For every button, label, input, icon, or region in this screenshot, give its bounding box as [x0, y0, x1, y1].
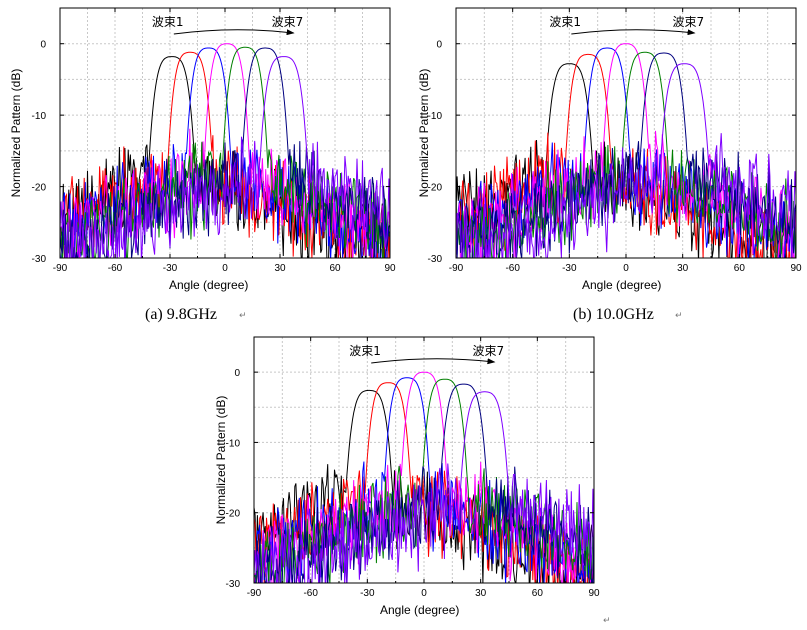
y-axis-label: Normalized Pattern (dB) — [417, 69, 431, 198]
y-tick-label: -10 — [428, 111, 443, 122]
x-tick-label: 90 — [588, 588, 600, 599]
x-tick-label: 0 — [421, 588, 427, 599]
x-axis-label: Angle (degree) — [582, 278, 661, 292]
beam-3-curve — [255, 377, 594, 583]
x-tick-label: -90 — [247, 588, 262, 599]
beam-5-curve — [254, 378, 594, 583]
y-tick-label: -30 — [32, 254, 47, 265]
y-tick-label: -20 — [428, 183, 443, 194]
x-tick-label: -60 — [303, 588, 318, 599]
x-tick-label: 0 — [222, 263, 228, 274]
caption-a-mark: ↵ — [239, 311, 247, 321]
x-tick-label: -30 — [163, 263, 178, 274]
beam-7-curve — [456, 63, 796, 258]
y-tick-label: 0 — [436, 40, 442, 51]
x-tick-label: -90 — [53, 263, 68, 274]
caption-a: (a) 9.8GHz — [145, 306, 217, 323]
beam-6-curve — [254, 383, 594, 583]
x-tick-label: -90 — [449, 263, 464, 274]
y-tick-label: -10 — [32, 111, 47, 122]
beam-last-label: 波束7 — [673, 15, 705, 29]
x-tick-label: -30 — [562, 263, 577, 274]
x-tick-label: 60 — [734, 263, 746, 274]
x-tick-label: 60 — [329, 263, 341, 274]
x-tick-label: 90 — [384, 263, 396, 274]
x-tick-label: 30 — [475, 588, 487, 599]
beam-2-curve — [254, 382, 594, 583]
y-tick-label: -20 — [226, 509, 241, 520]
y-tick-label: -10 — [226, 438, 241, 449]
y-tick-label: -20 — [32, 183, 47, 194]
panel-c: -90 -60 -30 0 30 60 90 0 -10 -20 -30 Angle (degree)… — [214, 336, 600, 617]
x-tick-label: 30 — [274, 263, 286, 274]
series-group — [456, 43, 796, 258]
y-tick-label: -30 — [428, 254, 443, 265]
x-axis-label: Angle (degree) — [169, 278, 248, 292]
beam-sweep-arrow — [371, 358, 496, 365]
panel-b: -90 -60 -30 0 30 60 90 0 -10 -20 -30 Angle (degree)… — [417, 7, 802, 292]
beam-first-label: 波束1 — [152, 15, 184, 29]
x-tick-label: -60 — [108, 263, 123, 274]
x-tick-label: 90 — [790, 263, 802, 274]
y-tick-label: -30 — [226, 579, 241, 590]
beam-last-label: 波束7 — [472, 344, 504, 358]
y-axis-label: Normalized Pattern (dB) — [9, 69, 23, 198]
y-tick-label: 0 — [40, 40, 46, 51]
x-tick-label: -30 — [360, 588, 375, 599]
x-tick-label: 60 — [532, 588, 544, 599]
y-axis-label: Normalized Pattern (dB) — [214, 396, 228, 525]
y-tick-label: 0 — [234, 368, 240, 379]
panel-a: -90 -60 -30 0 30 60 90 0 -10 -20 -30 Angle (degree)… — [9, 7, 396, 292]
x-axis-label: Angle (degree) — [380, 603, 459, 617]
beam-sweep-arrow — [571, 29, 696, 36]
series-group — [254, 371, 594, 583]
beam-sweep-arrow — [173, 29, 295, 36]
x-tick-label: 30 — [677, 263, 689, 274]
caption-b-mark: ↵ — [675, 311, 683, 321]
series-group — [60, 43, 390, 258]
x-tick-label: -60 — [505, 263, 520, 274]
beam-6-curve — [456, 52, 796, 258]
beam-7-curve — [60, 56, 390, 258]
beam-4-curve — [456, 43, 796, 258]
caption-c-mark: ↵ — [603, 616, 611, 626]
beam-last-label: 波束7 — [272, 15, 304, 29]
caption-b: (b) 10.0GHz — [573, 306, 654, 323]
beam-first-label: 波束1 — [349, 344, 381, 358]
beam-6-curve — [60, 47, 390, 258]
x-tick-label: 0 — [623, 263, 629, 274]
beam-first-label: 波束1 — [549, 15, 581, 29]
